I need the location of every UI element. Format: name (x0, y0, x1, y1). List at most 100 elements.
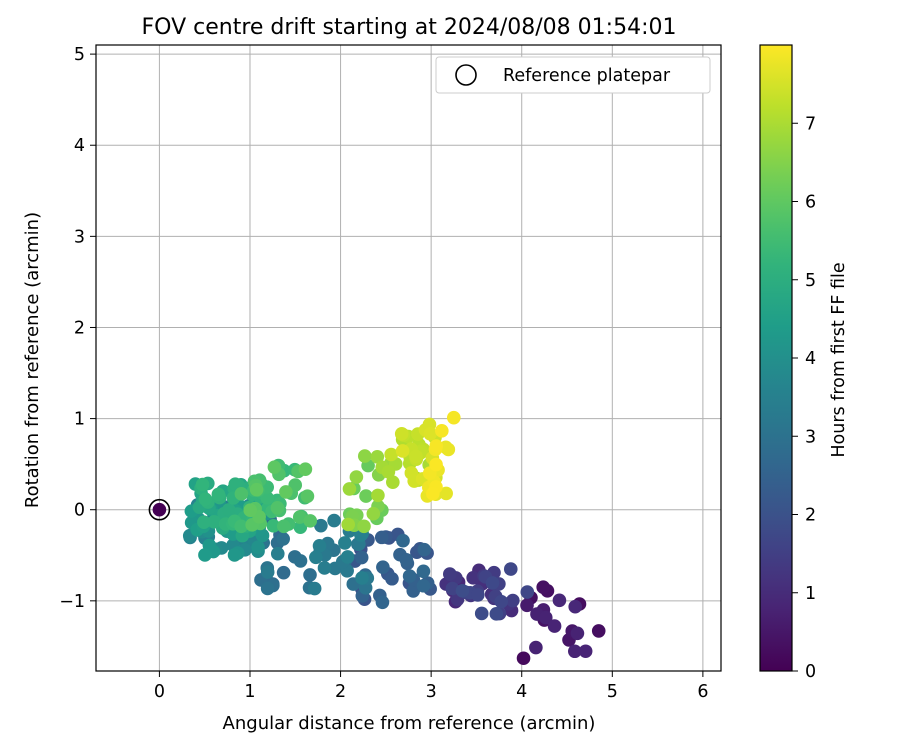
scatter-point (349, 470, 364, 484)
scatter-point (416, 578, 431, 593)
scatter-point (395, 444, 410, 458)
scatter-point (570, 626, 585, 641)
scatter-point (506, 593, 520, 608)
colorbar-tick-label: 4 (805, 349, 816, 369)
scatter-point (260, 491, 275, 505)
scatter-point (381, 465, 396, 479)
scatter-point (243, 503, 258, 518)
scatter-point (409, 449, 423, 464)
scatter-point (276, 519, 291, 534)
colorbar-tick-label: 3 (805, 427, 816, 447)
scatter-point (384, 447, 398, 462)
scatter-point (266, 518, 281, 533)
scatter-point (529, 640, 543, 655)
scatter-point (374, 530, 389, 545)
scatter-point (591, 624, 606, 638)
chart-title: FOV centre drift starting at 2024/08/08 … (142, 15, 677, 40)
scatter-point (292, 510, 307, 524)
scatter-point (366, 506, 381, 521)
scatter-point (568, 644, 582, 659)
reference-point (152, 502, 167, 517)
scatter-point (474, 606, 489, 621)
colorbar-tick-label: 5 (805, 271, 816, 291)
scatter-point (485, 576, 500, 590)
y-axis-label: Rotation from reference (arcmin) (22, 212, 43, 508)
scatter-point (489, 607, 504, 621)
scatter-point (260, 581, 275, 596)
x-tick-label: 5 (607, 682, 618, 702)
scatter-point (234, 487, 249, 501)
scatter-point (198, 548, 212, 562)
scatter-point (197, 515, 211, 529)
scatter-point (416, 564, 431, 579)
scatter-point (198, 492, 213, 506)
scatter-point (276, 532, 290, 546)
scatter-point (221, 503, 236, 517)
scatter-point (568, 599, 583, 614)
colorbar-tick-label: 7 (805, 114, 816, 134)
scatter-point (234, 519, 248, 534)
scatter-point (494, 594, 509, 609)
scatter-point (371, 488, 385, 503)
y-tick-label: 5 (74, 45, 85, 65)
plot-frame (95, 44, 722, 672)
scatter-point (370, 449, 385, 464)
scatter-point (503, 562, 518, 576)
scatter-point (516, 651, 531, 666)
scatter-point (402, 569, 417, 583)
y-tick-label: −1 (59, 592, 85, 612)
scatter-point (443, 567, 457, 581)
scatter-point (317, 561, 332, 575)
scatter-point (439, 486, 453, 501)
scatter-point (520, 585, 535, 599)
scatter-point (270, 501, 285, 515)
scatter-point (394, 427, 409, 441)
colorbar: 0 1 2 3 4 5 6 7 (759, 44, 816, 682)
scatter-point (376, 560, 390, 574)
scatter-point (279, 485, 293, 499)
scatter-point (303, 514, 318, 528)
x-axis-label: Angular distance from reference (arcmin) (223, 713, 596, 734)
grid (96, 45, 721, 671)
x-tick-label: 1 (244, 682, 255, 702)
scatter-point (375, 595, 390, 610)
scatter-point (288, 478, 303, 492)
scatter-point (536, 580, 551, 595)
colorbar-tick-label: 2 (805, 506, 816, 526)
scatter-point (466, 571, 480, 585)
scatter-point (195, 477, 210, 492)
y-tick-label: 3 (74, 227, 85, 247)
scatter-point (406, 584, 421, 598)
colorbar-label: Hours from first FF file (829, 262, 849, 457)
scatter-point (211, 487, 226, 502)
scatter-point (307, 581, 322, 596)
legend-marker (455, 64, 477, 86)
colorbar-tick-label: 0 (805, 662, 816, 682)
scatter-point (298, 462, 313, 477)
x-tick-label: 4 (516, 682, 527, 702)
scatter-point (396, 533, 410, 548)
legend-label: Reference platepar (503, 66, 671, 86)
scatter-point (435, 424, 449, 438)
scatter-point (354, 550, 369, 565)
legend: Reference platepar (435, 56, 711, 94)
scatter-point (338, 536, 352, 550)
scatter-point (426, 486, 440, 501)
scatter-point (340, 550, 355, 564)
scatter-point (327, 513, 341, 528)
y-tick-label: 4 (74, 136, 85, 156)
scatter-point (357, 519, 371, 534)
scatter-point (312, 539, 327, 553)
scatter-point (303, 568, 317, 582)
scatter-point (359, 489, 373, 503)
scatter-point (227, 548, 242, 562)
scatter-point (520, 598, 534, 613)
scatter-point (270, 546, 285, 561)
scatter-point (399, 552, 414, 567)
scatter-point (538, 610, 553, 625)
scatter-point (249, 482, 264, 497)
x-tick-label: 6 (697, 682, 708, 702)
colorbar-tick-label: 1 (805, 584, 816, 604)
